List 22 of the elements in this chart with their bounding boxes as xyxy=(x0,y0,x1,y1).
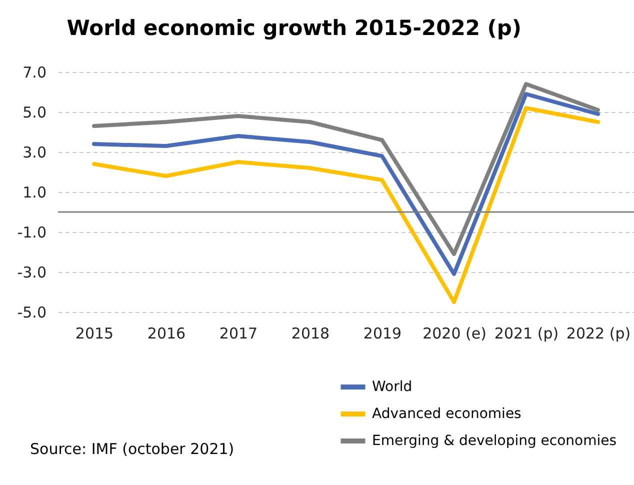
x-tick-label: 2020 (e) xyxy=(422,324,486,342)
y-tick-label: -3.0 xyxy=(17,264,46,282)
y-tick-label: 7.0 xyxy=(22,64,46,82)
legend-label: Emerging & developing economies xyxy=(372,433,617,449)
legend-label: Advanced economies xyxy=(372,406,522,422)
y-tick-label: 3.0 xyxy=(22,144,46,162)
chart-title: World economic growth 2015-2022 (p) xyxy=(66,16,522,40)
x-tick-label: 2015 xyxy=(75,324,114,342)
y-tick-label: -5.0 xyxy=(17,304,46,322)
line-series xyxy=(92,92,600,276)
x-tick-label: 2021 (p) xyxy=(494,324,559,342)
x-tick-label: 2016 xyxy=(147,324,186,342)
x-tick-label: 2018 xyxy=(291,324,330,342)
source-note: Source: IMF (october 2021) xyxy=(30,440,234,458)
y-tick-label: 1.0 xyxy=(22,184,46,202)
legend-label: World xyxy=(372,379,412,395)
x-tick-label: 2017 xyxy=(219,324,258,342)
line-series xyxy=(92,106,600,304)
x-tick-label: 2019 xyxy=(363,324,402,342)
y-tick-label: -1.0 xyxy=(17,224,46,242)
y-tick-label: 5.0 xyxy=(22,104,46,122)
x-tick-label: 2022 (p) xyxy=(566,324,631,342)
